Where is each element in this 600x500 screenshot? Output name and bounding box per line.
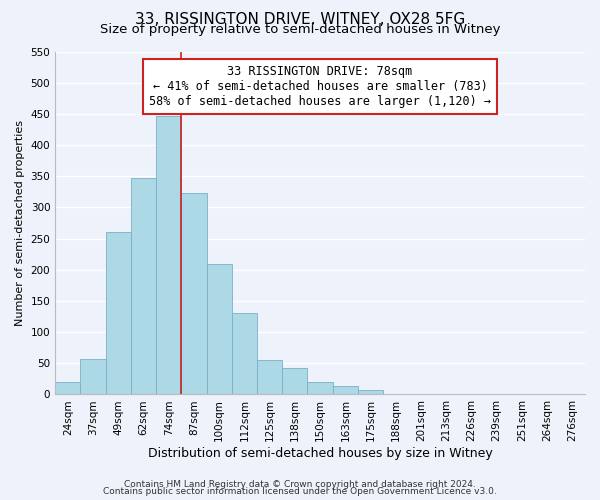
Text: 33 RISSINGTON DRIVE: 78sqm
← 41% of semi-detached houses are smaller (783)
58% o: 33 RISSINGTON DRIVE: 78sqm ← 41% of semi… xyxy=(149,65,491,108)
Bar xyxy=(206,264,232,394)
X-axis label: Distribution of semi-detached houses by size in Witney: Distribution of semi-detached houses by … xyxy=(148,447,493,460)
Text: Size of property relative to semi-detached houses in Witney: Size of property relative to semi-detach… xyxy=(100,22,500,36)
Text: Contains public sector information licensed under the Open Government Licence v3: Contains public sector information licen… xyxy=(103,487,497,496)
Bar xyxy=(307,382,332,394)
Bar xyxy=(55,382,80,394)
Text: Contains HM Land Registry data © Crown copyright and database right 2024.: Contains HM Land Registry data © Crown c… xyxy=(124,480,476,489)
Y-axis label: Number of semi-detached properties: Number of semi-detached properties xyxy=(15,120,25,326)
Bar xyxy=(131,178,156,394)
Bar xyxy=(80,359,106,394)
Bar xyxy=(232,314,257,394)
Bar xyxy=(106,232,131,394)
Bar xyxy=(181,193,206,394)
Bar xyxy=(332,386,358,394)
Bar xyxy=(358,390,383,394)
Bar xyxy=(257,360,282,394)
Text: 33, RISSINGTON DRIVE, WITNEY, OX28 5FG: 33, RISSINGTON DRIVE, WITNEY, OX28 5FG xyxy=(135,12,465,28)
Bar xyxy=(156,116,181,394)
Bar xyxy=(282,368,307,394)
